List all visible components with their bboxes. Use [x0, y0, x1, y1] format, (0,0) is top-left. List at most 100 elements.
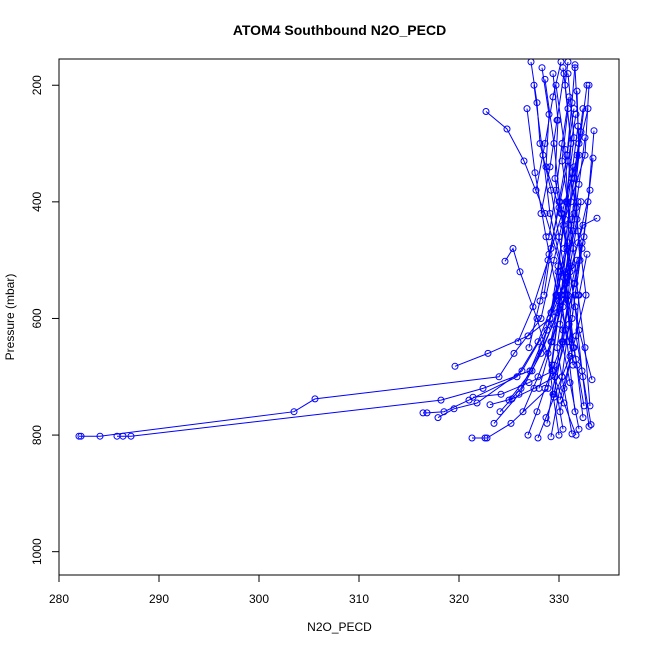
data-point — [585, 422, 593, 430]
data-point — [528, 367, 536, 375]
data-point — [584, 105, 592, 113]
y-tick-label: 200 — [30, 75, 44, 95]
x-axis-label: N2O_PECD — [307, 620, 372, 634]
series-line — [537, 356, 571, 439]
data-point — [579, 373, 587, 381]
data-point — [568, 99, 576, 107]
series-line — [535, 61, 562, 191]
plot-marks — [75, 58, 601, 442]
data-point — [580, 402, 588, 410]
data-point — [553, 116, 561, 124]
data-point — [434, 414, 442, 422]
data-point — [571, 61, 579, 69]
data-point — [565, 320, 573, 328]
data-point — [564, 297, 572, 305]
data-point — [549, 70, 557, 78]
y-axis-label: Pressure (mbar) — [3, 274, 17, 361]
data-point — [537, 315, 545, 322]
series-29 — [553, 262, 576, 438]
data-point — [533, 408, 541, 416]
data-point — [566, 379, 574, 387]
series-line — [517, 166, 575, 342]
data-point — [481, 434, 489, 442]
data-point — [545, 233, 553, 241]
data-point — [560, 70, 568, 78]
data-point — [544, 256, 552, 264]
data-point — [546, 163, 554, 171]
data-point — [532, 186, 540, 194]
data-point — [582, 291, 590, 299]
data-point — [514, 338, 522, 346]
data-point — [572, 332, 580, 340]
data-point — [563, 274, 571, 282]
y-tick-label: 600 — [30, 308, 44, 328]
series-line — [568, 130, 595, 342]
data-point — [484, 349, 492, 357]
data-point — [565, 221, 573, 229]
data-point — [530, 384, 538, 392]
data-point — [127, 432, 135, 440]
data-point — [96, 432, 104, 440]
series-1 — [113, 64, 583, 440]
data-point — [550, 393, 558, 401]
data-point — [574, 239, 582, 247]
series-line — [551, 85, 570, 430]
data-point — [549, 367, 557, 375]
data-point — [570, 105, 578, 113]
data-point — [524, 332, 532, 340]
data-point — [549, 93, 557, 101]
data-point — [525, 344, 533, 352]
data-point — [547, 433, 555, 441]
data-point — [531, 169, 539, 177]
data-point — [558, 373, 566, 381]
data-point — [581, 344, 589, 352]
data-point — [542, 414, 550, 422]
series-line — [79, 61, 572, 437]
series-line — [526, 108, 573, 401]
data-point — [503, 125, 511, 133]
data-point — [567, 198, 575, 206]
series-line — [472, 370, 554, 398]
data-point — [553, 344, 561, 352]
series-line — [540, 73, 565, 214]
data-point — [551, 373, 559, 381]
series-line — [544, 79, 572, 395]
data-point — [573, 151, 581, 159]
data-point — [549, 390, 557, 398]
series-44 — [486, 373, 559, 409]
data-point — [537, 210, 545, 217]
data-point — [590, 127, 598, 135]
series-38 — [537, 70, 568, 217]
x-tick-label: 310 — [349, 592, 369, 606]
series-40 — [560, 105, 587, 252]
data-point — [495, 373, 503, 381]
series-line — [559, 137, 586, 325]
data-point — [555, 431, 563, 439]
data-point — [571, 175, 579, 182]
data-point — [516, 268, 524, 276]
x-tick-label: 330 — [549, 592, 569, 606]
data-point — [524, 431, 532, 439]
data-point — [473, 399, 481, 407]
series-30 — [558, 256, 583, 433]
data-point — [560, 245, 568, 252]
data-point — [578, 245, 586, 252]
data-point — [577, 198, 585, 206]
series-line — [543, 108, 575, 296]
series-line — [548, 96, 570, 237]
data-point — [569, 245, 577, 252]
data-point — [520, 157, 528, 165]
data-point — [541, 140, 549, 147]
data-point — [575, 151, 583, 159]
data-point — [558, 140, 566, 147]
data-point — [537, 349, 545, 357]
data-point — [419, 409, 427, 417]
series-line — [522, 190, 591, 412]
series-line — [547, 271, 567, 436]
data-point — [536, 297, 544, 305]
data-point — [589, 154, 597, 162]
data-point — [583, 250, 591, 258]
series-line — [563, 108, 584, 249]
data-point — [423, 409, 431, 417]
series-37 — [532, 58, 565, 194]
